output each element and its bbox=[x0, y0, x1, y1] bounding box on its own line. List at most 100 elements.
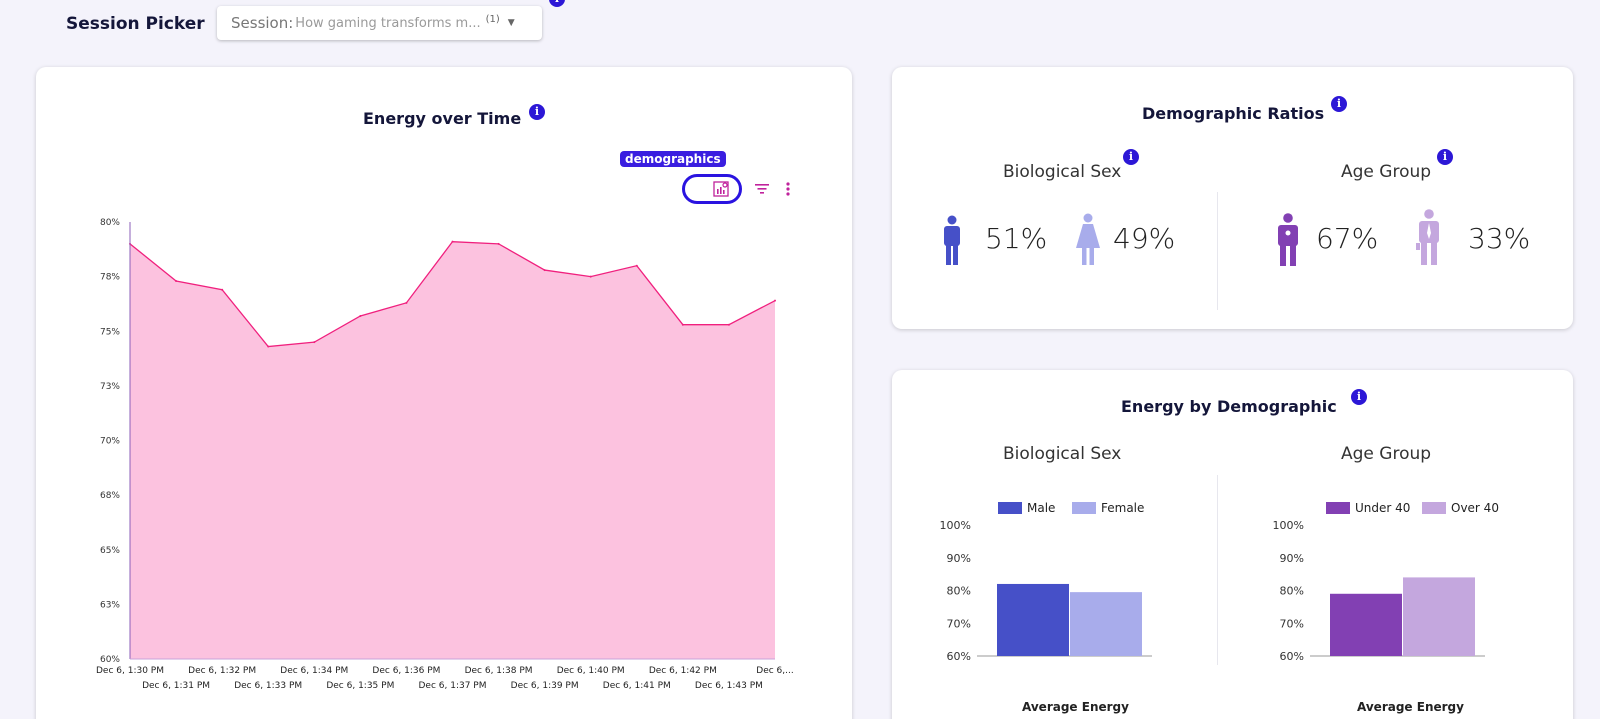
session-dropdown-value: How gaming transforms m... bbox=[295, 15, 481, 31]
more-options-button[interactable] bbox=[781, 178, 795, 200]
bar-y-tick-label: 70% bbox=[947, 617, 971, 630]
session-info-icon[interactable]: i bbox=[549, 0, 565, 7]
y-tick-label: 63% bbox=[100, 600, 120, 610]
male-icon bbox=[944, 215, 960, 265]
x-tick-label: Dec 6, 1:34 PM bbox=[280, 666, 348, 676]
x-tick-label: Dec 6, 1:32 PM bbox=[188, 666, 256, 676]
energy-over-time-info-icon[interactable]: i bbox=[529, 104, 545, 120]
ratio-sex-label: Biological Sex bbox=[1003, 162, 1122, 182]
energy-over-time-card: Energy over Time i demographics 80% 78% 75… bbox=[36, 67, 852, 719]
session-dropdown-count: (1) bbox=[485, 13, 500, 25]
age-bar-chart: 100% 90% 80% 70% 60% bbox=[1273, 519, 1485, 663]
bar-y-tick-label: 100% bbox=[940, 519, 971, 532]
energy-point bbox=[405, 301, 408, 304]
ratio-age-label: Age Group bbox=[1341, 162, 1432, 182]
age-x-axis-title: Average Energy bbox=[1357, 700, 1464, 714]
y-tick-label: 65% bbox=[100, 546, 120, 556]
energy-point bbox=[543, 269, 546, 272]
bar-y-tick-label: 60% bbox=[1280, 650, 1304, 663]
demographic-ratios-info-icon[interactable]: i bbox=[1331, 96, 1347, 112]
x-tick-label: Dec 6, 1:42 PM bbox=[649, 666, 717, 676]
demographic-ratios-card: Demographic Ratios i Biological Sex i Ag… bbox=[892, 67, 1573, 329]
under-40-icon bbox=[1278, 213, 1298, 266]
top-bar: Session Picker Session: How gaming trans… bbox=[0, 0, 1600, 52]
energy-point bbox=[451, 240, 454, 243]
bar-over-40 bbox=[1403, 577, 1475, 656]
ratio-sex-info-icon[interactable]: i bbox=[1123, 149, 1139, 165]
energy-by-demographic-info-icon[interactable]: i bbox=[1351, 389, 1367, 405]
filter-button[interactable] bbox=[752, 179, 772, 199]
energy-area bbox=[130, 241, 775, 660]
legend-male-swatch bbox=[998, 502, 1022, 514]
legend-female[interactable]: Female bbox=[1072, 501, 1144, 515]
ratio-divider bbox=[1217, 192, 1218, 310]
legend-over-40-label: Over 40 bbox=[1451, 501, 1499, 515]
bar-y-tick-label: 90% bbox=[1280, 552, 1304, 565]
legend-over-40[interactable]: Over 40 bbox=[1422, 501, 1499, 515]
legend-female-label: Female bbox=[1101, 501, 1145, 515]
bar-y-tick-label: 100% bbox=[1273, 519, 1304, 532]
energy-point bbox=[359, 314, 362, 317]
ratio-age-info-icon[interactable]: i bbox=[1437, 149, 1453, 165]
x-tick-label: Dec 6,... bbox=[756, 666, 793, 676]
bar-female bbox=[1070, 592, 1142, 656]
energy-point bbox=[681, 323, 684, 326]
chevron-down-icon: ▼ bbox=[507, 18, 515, 28]
energy-by-demographic-title: Energy by Demographic bbox=[1121, 397, 1337, 416]
chart-settings-button[interactable] bbox=[682, 174, 742, 204]
x-tick-label: Dec 6, 1:35 PM bbox=[326, 681, 394, 691]
more-vert-icon bbox=[786, 182, 790, 196]
energy-area-chart: 80% 78% 75% 73% 70% 68% 65% 63% 60%Dec 6, 1:30 P… bbox=[96, 218, 794, 691]
bydemo-age-label: Age Group bbox=[1341, 444, 1432, 464]
demographic-ratios-title: Demographic Ratios bbox=[1142, 104, 1325, 123]
bar-y-tick-label: 70% bbox=[1280, 617, 1304, 630]
chart-settings-icon bbox=[713, 181, 729, 197]
energy-point bbox=[497, 242, 500, 245]
y-tick-label: 80% bbox=[100, 218, 120, 228]
y-tick-label: 73% bbox=[100, 382, 120, 392]
legend-under-40-label: Under 40 bbox=[1355, 501, 1411, 515]
energy-point bbox=[774, 299, 776, 302]
x-tick-label: Dec 6, 1:37 PM bbox=[419, 681, 487, 691]
legend-male[interactable]: Male bbox=[998, 501, 1055, 515]
male-pct: 51% bbox=[985, 222, 1048, 255]
energy-point bbox=[221, 288, 224, 291]
energy-point bbox=[635, 264, 638, 267]
x-tick-label: Dec 6, 1:31 PM bbox=[142, 681, 210, 691]
over-40-icon bbox=[1416, 209, 1439, 265]
energy-point bbox=[589, 275, 592, 278]
under-40-pct: 67% bbox=[1316, 222, 1379, 255]
energy-point bbox=[175, 279, 178, 282]
x-tick-label: Dec 6, 1:33 PM bbox=[234, 681, 302, 691]
x-tick-label: Dec 6, 1:38 PM bbox=[465, 666, 533, 676]
bydemo-sex-label: Biological Sex bbox=[1003, 444, 1122, 464]
bydemo-divider bbox=[1217, 475, 1218, 665]
bar-under-40 bbox=[1330, 593, 1402, 656]
y-tick-label: 60% bbox=[100, 655, 120, 665]
x-tick-label: Dec 6, 1:40 PM bbox=[557, 666, 625, 676]
energy-point bbox=[313, 341, 316, 344]
filter-icon bbox=[755, 184, 769, 194]
energy-over-time-title: Energy over Time bbox=[363, 109, 522, 128]
energy-by-demographic-card: Energy by Demographic i Biological Sex A… bbox=[892, 370, 1573, 719]
legend-over-40-swatch bbox=[1422, 502, 1446, 514]
bar-male bbox=[997, 583, 1069, 656]
y-tick-label: 68% bbox=[100, 491, 120, 501]
legend-under-40-swatch bbox=[1326, 502, 1350, 514]
x-tick-label: Dec 6, 1:39 PM bbox=[511, 681, 579, 691]
legend-female-swatch bbox=[1072, 502, 1096, 514]
x-tick-label: Dec 6, 1:30 PM bbox=[96, 666, 164, 676]
legend-under-40[interactable]: Under 40 bbox=[1326, 501, 1410, 515]
bar-y-tick-label: 80% bbox=[1280, 585, 1304, 598]
y-tick-label: 70% bbox=[100, 437, 120, 447]
x-tick-label: Dec 6, 1:36 PM bbox=[372, 666, 440, 676]
x-tick-label: Dec 6, 1:41 PM bbox=[603, 681, 671, 691]
sex-bar-chart: 100% 90% 80% 70% 60% bbox=[940, 519, 1152, 663]
session-picker-label: Session Picker bbox=[66, 14, 205, 34]
over-40-pct: 33% bbox=[1468, 222, 1531, 255]
legend-male-label: Male bbox=[1027, 501, 1056, 515]
session-dropdown[interactable]: Session: How gaming transforms m... (1) … bbox=[217, 6, 542, 40]
energy-point bbox=[727, 323, 730, 326]
energy-point bbox=[267, 345, 270, 348]
sex-x-axis-title: Average Energy bbox=[1022, 700, 1129, 714]
